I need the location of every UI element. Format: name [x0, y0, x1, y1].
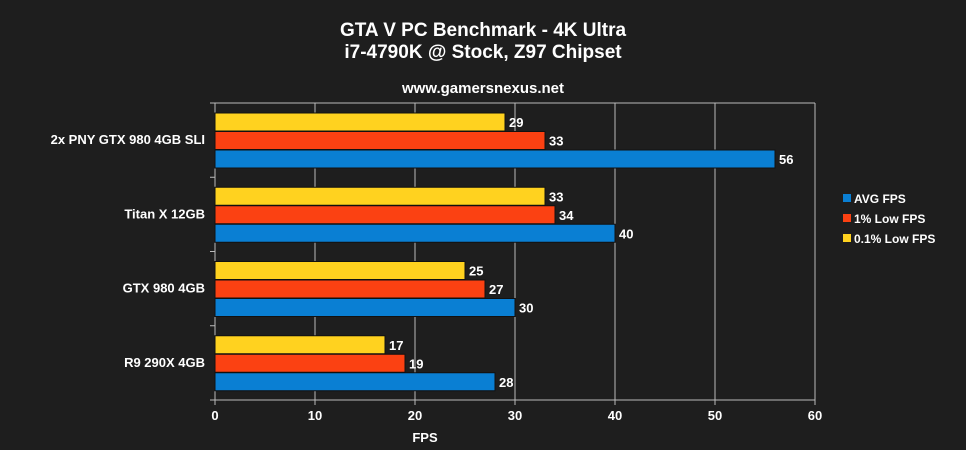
x-axis-label: FPS: [412, 430, 438, 445]
data-label: 34: [559, 208, 574, 223]
bar: [214, 112, 506, 132]
bar: [214, 131, 546, 150]
legend-swatch: [843, 214, 851, 222]
legend-label: 1% Low FPS: [854, 212, 925, 226]
bar: [214, 298, 516, 317]
chart-subtitle: i7-4790K @ Stock, Z97 Chipset: [344, 42, 622, 63]
legend-label: 0.1% Low FPS: [854, 232, 935, 246]
x-tick-label: 50: [708, 408, 722, 423]
data-label: 29: [509, 115, 523, 130]
x-tick-label: 20: [408, 408, 422, 423]
category-label: Titan X 12GB: [124, 206, 205, 221]
data-label: 33: [549, 189, 563, 204]
bar: [214, 223, 616, 243]
chart-title: GTA V PC Benchmark - 4K Ultra: [339, 20, 627, 41]
bar: [214, 335, 386, 355]
legend-swatch: [843, 234, 851, 242]
data-label: 28: [499, 375, 513, 390]
data-label: 56: [779, 152, 793, 167]
data-label: 25: [469, 264, 483, 279]
data-label: 33: [549, 134, 563, 149]
data-label: 17: [389, 338, 403, 353]
x-tick-label: 40: [608, 408, 622, 423]
bar: [214, 353, 406, 373]
data-label: 19: [409, 356, 423, 371]
data-label: 30: [519, 301, 533, 316]
legend-label: AVG FPS: [854, 192, 906, 206]
x-tick-label: 10: [308, 408, 322, 423]
bar: [214, 279, 486, 299]
bar: [214, 149, 776, 169]
watermark: www.gamersnexus.net: [402, 80, 564, 97]
bar: [214, 372, 496, 392]
category-label: GTX 980 4GB: [123, 281, 205, 296]
bar: [214, 205, 556, 225]
bar: [214, 186, 546, 206]
category-label: 2x PNY GTX 980 4GB SLI: [51, 132, 205, 147]
category-label: R9 290X 4GB: [124, 355, 205, 370]
x-tick-label: 30: [508, 408, 522, 423]
legend-swatch: [843, 194, 851, 202]
bar: [214, 261, 466, 280]
data-label: 40: [619, 226, 633, 241]
x-tick-label: 60: [808, 408, 822, 423]
x-tick-label: 0: [211, 408, 218, 423]
data-label: 27: [489, 282, 503, 297]
